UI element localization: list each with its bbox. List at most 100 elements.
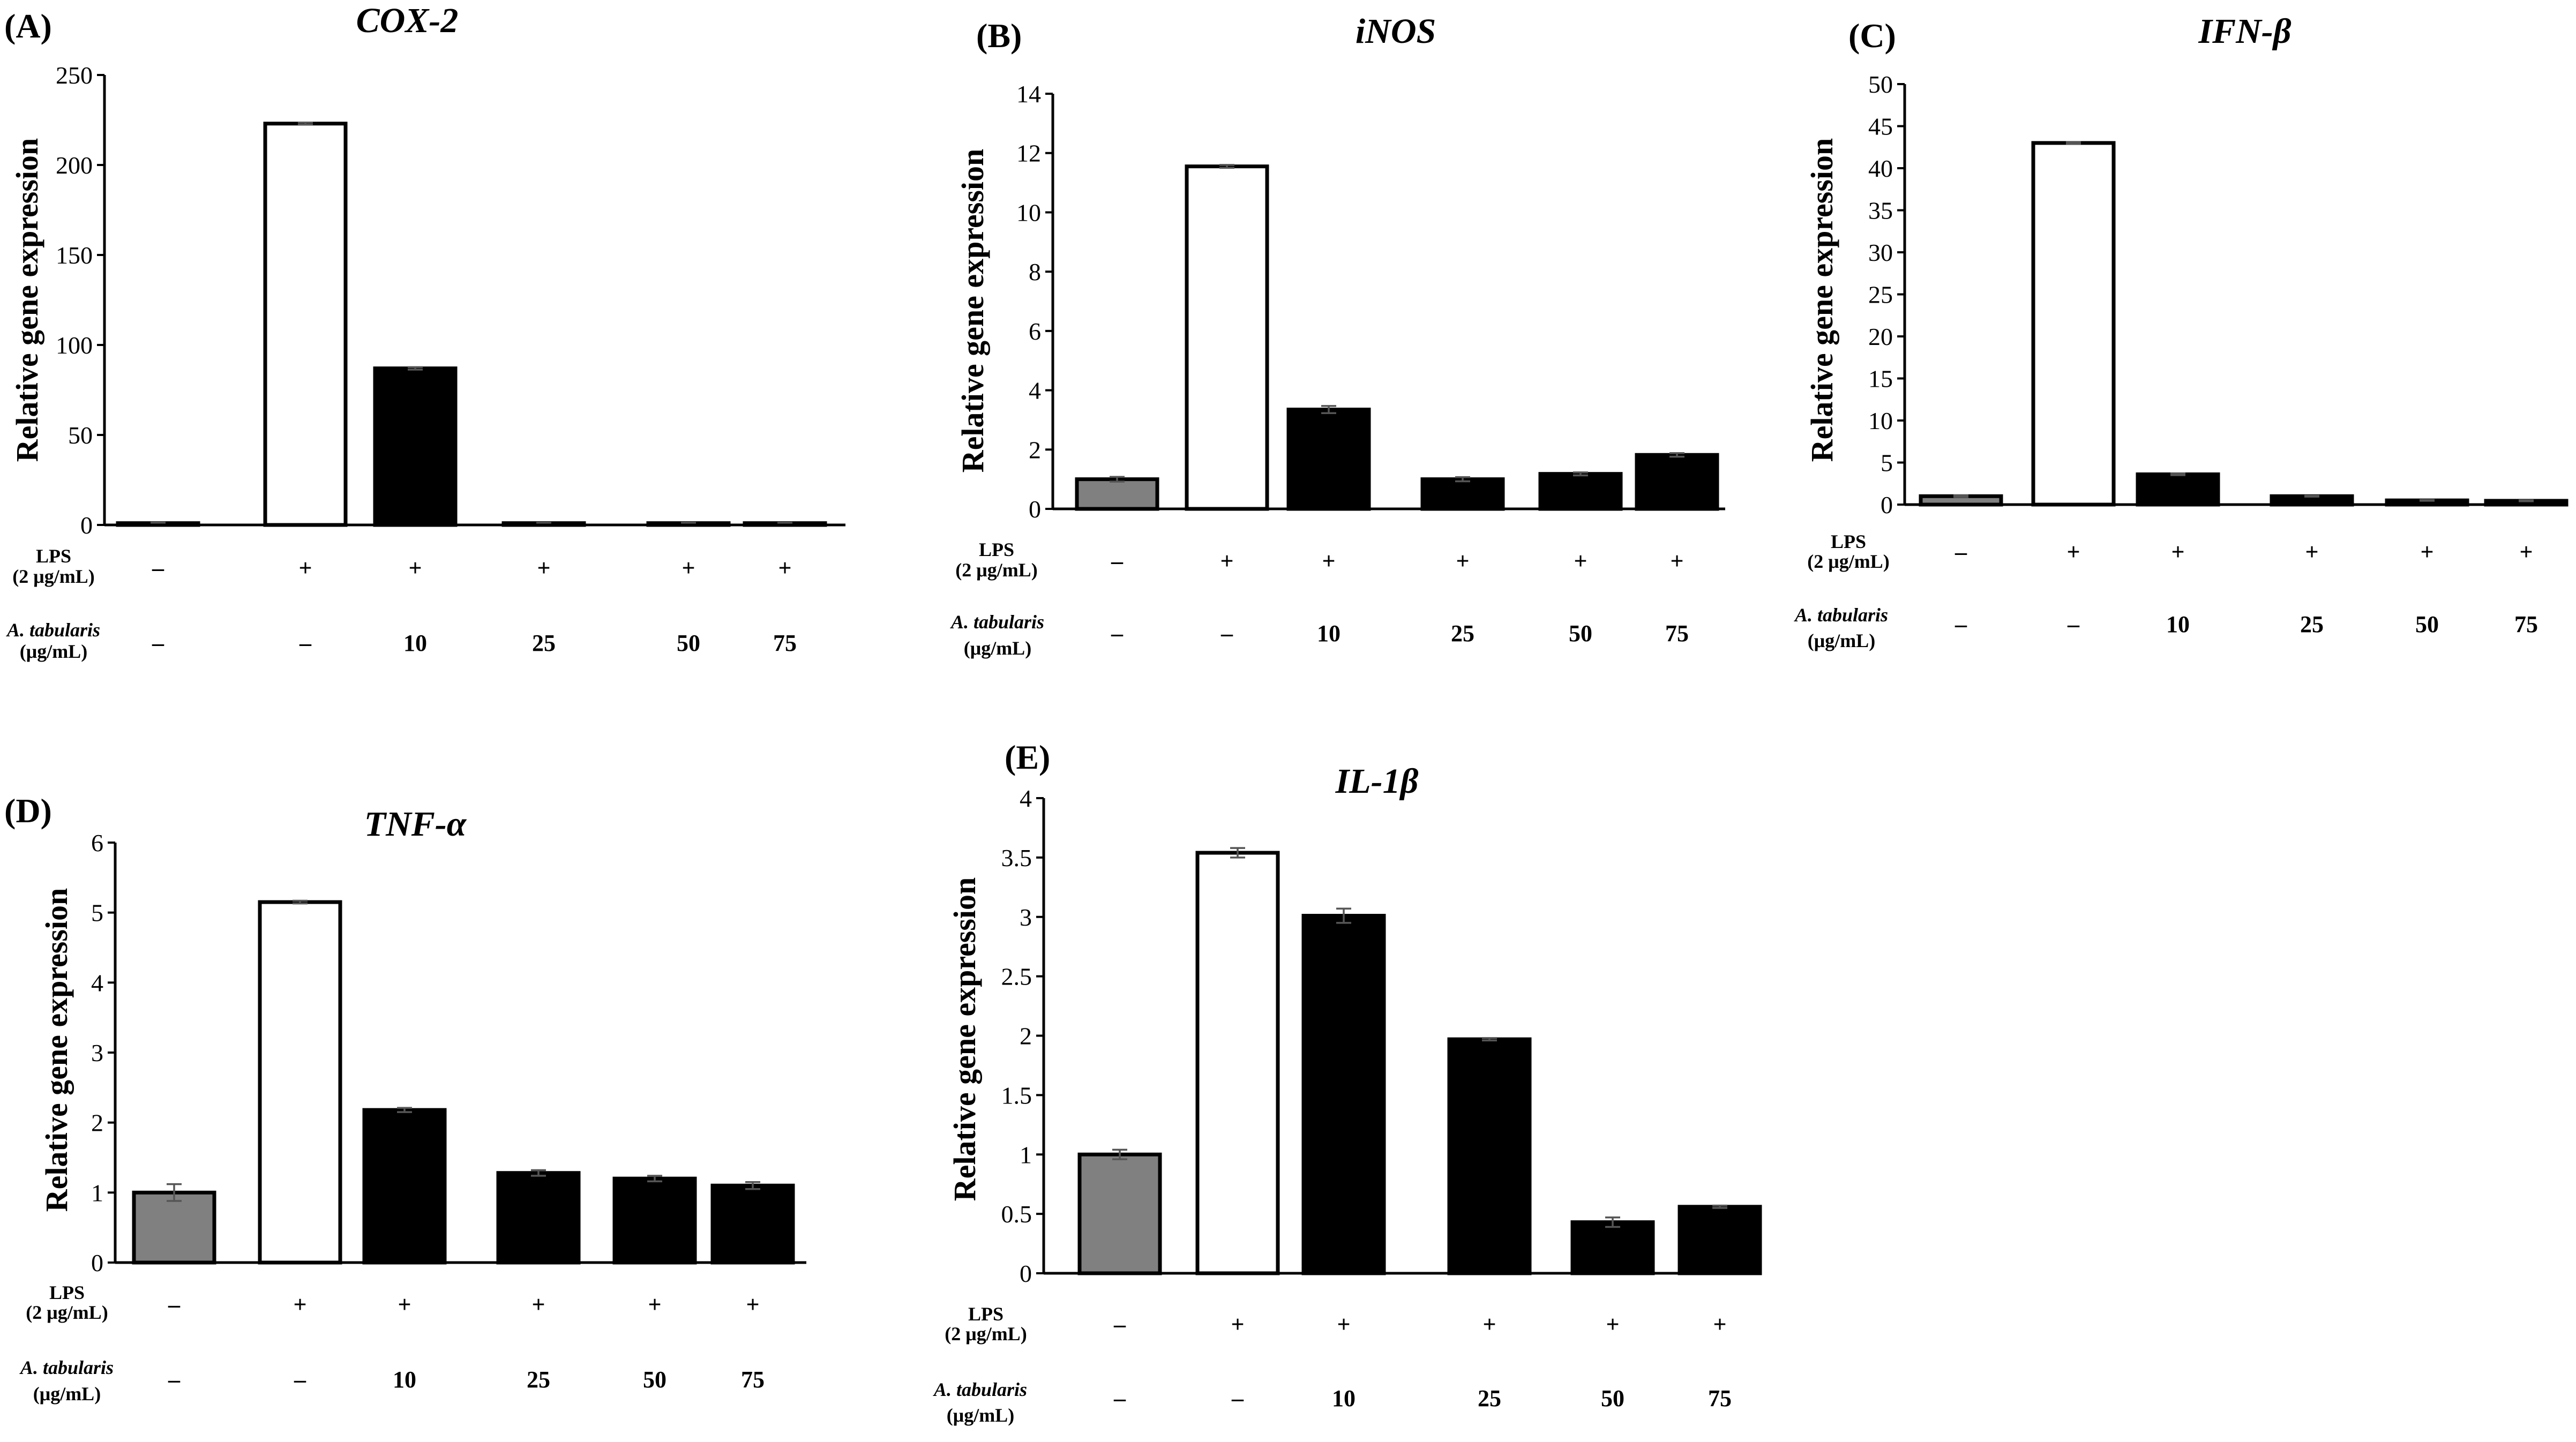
at-value: 50 xyxy=(677,630,700,656)
y-tick-label: 100 xyxy=(56,332,93,359)
at-value: 50 xyxy=(2415,611,2439,637)
bar-1 xyxy=(1075,477,1159,511)
panel-letter: (D) xyxy=(4,792,52,830)
y-tick-label: 3.5 xyxy=(1001,844,1032,872)
lps-value: + xyxy=(2305,539,2318,565)
panel-letter: (A) xyxy=(4,7,52,45)
y-tick-label: 12 xyxy=(1016,140,1041,167)
lps-value: – xyxy=(1955,539,1967,565)
at-value: – xyxy=(1231,1385,1244,1411)
y-tick-label: 0 xyxy=(1020,1260,1032,1287)
y-axis-label: Relative gene expression xyxy=(955,149,990,473)
lps-value: + xyxy=(293,1291,306,1318)
panel-title: iNOS xyxy=(1356,12,1436,51)
at-row-label: A. tabularis xyxy=(933,1379,1027,1400)
y-tick-label: 200 xyxy=(56,152,93,179)
y-axis-label: Relative gene expression xyxy=(39,888,74,1212)
y-tick-label: 2 xyxy=(1020,1023,1032,1050)
y-tick-label: 0 xyxy=(1029,495,1041,523)
lps-row-label: LPS xyxy=(1831,531,1866,552)
at-value: 75 xyxy=(2514,611,2538,637)
y-tick-label: 0.5 xyxy=(1001,1200,1032,1228)
lps-row-sublabel: (2 μg/mL) xyxy=(955,559,1037,581)
at-value: 50 xyxy=(1569,620,1592,647)
y-tick-label: 40 xyxy=(1868,155,1893,182)
at-row-sublabel: (μg/mL) xyxy=(947,1405,1014,1426)
at-row-sublabel: (μg/mL) xyxy=(20,641,87,662)
lps-value: + xyxy=(1220,548,1233,574)
at-value: – xyxy=(152,630,164,656)
panel-letter: (B) xyxy=(976,17,1022,55)
bar-3 xyxy=(1301,914,1386,1275)
at-row-sublabel: (μg/mL) xyxy=(33,1383,101,1405)
at-value: 10 xyxy=(1317,620,1341,647)
panel-letter: (E) xyxy=(1005,738,1050,776)
lps-value: + xyxy=(1670,548,1683,574)
at-row-label: A. tabularis xyxy=(1794,604,1888,626)
y-tick-label: 150 xyxy=(56,242,93,269)
y-tick-label: 10 xyxy=(1016,199,1041,226)
lps-value: + xyxy=(537,555,550,581)
lps-value: + xyxy=(1606,1311,1619,1338)
y-tick-label: 250 xyxy=(56,62,93,89)
bar-5 xyxy=(1538,472,1623,511)
panel-title: COX-2 xyxy=(356,1,459,40)
y-axis-label: Relative gene expression xyxy=(947,877,982,1201)
at-value: 25 xyxy=(527,1366,550,1393)
lps-row-sublabel: (2 μg/mL) xyxy=(26,1302,108,1323)
lps-row-sublabel: (2 μg/mL) xyxy=(945,1323,1027,1345)
lps-row-label: LPS xyxy=(36,545,71,567)
at-value: 25 xyxy=(2300,611,2324,637)
lps-row-sublabel: (2 μg/mL) xyxy=(12,566,94,587)
y-tick-label: 15 xyxy=(1868,365,1893,393)
bar-3 xyxy=(1286,408,1371,511)
lps-value: + xyxy=(1322,548,1335,574)
at-value: 75 xyxy=(1708,1385,1732,1411)
at-value: 75 xyxy=(1665,620,1689,647)
y-tick-label: 25 xyxy=(1868,281,1893,309)
bar-2 xyxy=(1185,164,1269,511)
y-tick-label: 4 xyxy=(1020,785,1032,812)
y-tick-label: 0 xyxy=(80,512,93,539)
at-value: 10 xyxy=(1332,1385,1356,1411)
bar-6 xyxy=(1678,1205,1762,1275)
bar-2 xyxy=(258,900,342,1265)
y-tick-label: 0 xyxy=(1881,491,1893,519)
lps-value: + xyxy=(648,1291,661,1318)
lps-value: + xyxy=(1482,1311,1496,1338)
at-row-label: A. tabularis xyxy=(19,1357,114,1378)
lps-value: – xyxy=(168,1291,181,1318)
at-value: 50 xyxy=(1601,1385,1624,1411)
lps-value: + xyxy=(746,1291,759,1318)
at-value: – xyxy=(1955,611,1967,637)
at-value: – xyxy=(1113,1385,1126,1411)
y-tick-label: 1 xyxy=(1020,1141,1032,1168)
lps-value: + xyxy=(1574,548,1587,574)
y-tick-label: 2 xyxy=(1029,436,1041,463)
lps-value: + xyxy=(298,555,312,581)
bar-2 xyxy=(263,122,348,527)
y-tick-label: 3 xyxy=(1020,904,1032,931)
bar-4 xyxy=(496,1171,581,1265)
at-row-sublabel: (μg/mL) xyxy=(1808,630,1875,651)
y-axis-label: Relative gene expression xyxy=(1804,138,1839,462)
lps-value: + xyxy=(2519,539,2533,565)
y-tick-label: 1 xyxy=(91,1179,103,1206)
at-value: 25 xyxy=(1451,620,1474,647)
at-value: 75 xyxy=(741,1366,765,1393)
panel-d: (D) TNF-α Relative gene expression 0 1 2 3 4 5 6 L… xyxy=(4,792,806,1405)
at-value: 10 xyxy=(393,1366,416,1393)
bar-6 xyxy=(710,1183,795,1265)
panel-e: (E) IL-1β Relative gene expression 0 0.5 1 1.5… xyxy=(933,738,1762,1426)
lps-value: + xyxy=(531,1291,545,1318)
bar-2 xyxy=(1195,851,1280,1275)
panel-title: IFN-β xyxy=(2198,12,2291,51)
at-value: 50 xyxy=(643,1366,667,1393)
bar-6 xyxy=(1635,453,1719,511)
at-value: – xyxy=(168,1366,181,1393)
lps-value: + xyxy=(2066,539,2080,565)
bar-1 xyxy=(1077,1152,1162,1275)
bar-5 xyxy=(612,1176,697,1265)
lps-value: + xyxy=(2420,539,2433,565)
y-tick-label: 5 xyxy=(91,899,103,927)
